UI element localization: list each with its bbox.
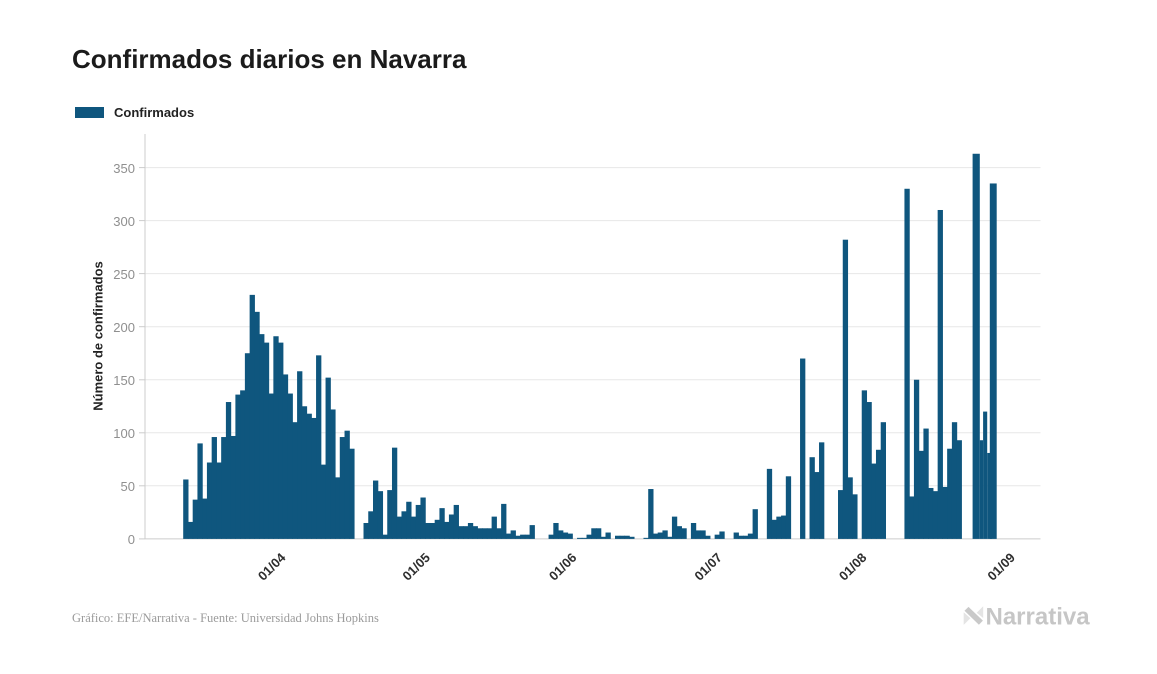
svg-text:01/08: 01/08 [836,550,870,584]
svg-text:300: 300 [113,214,135,229]
svg-text:200: 200 [113,320,135,335]
svg-text:0: 0 [128,532,135,547]
svg-text:350: 350 [113,161,135,176]
svg-text:01/04: 01/04 [255,549,289,583]
svg-text:01/09: 01/09 [984,550,1018,584]
svg-text:01/05: 01/05 [399,550,433,584]
svg-text:250: 250 [113,267,135,282]
svg-text:100: 100 [113,426,135,441]
svg-text:01/07: 01/07 [691,550,725,584]
svg-text:01/06: 01/06 [546,550,580,584]
svg-text:50: 50 [121,479,135,494]
svg-text:Número de confirmados: Número de confirmados [91,261,106,411]
svg-text:Narrativa: Narrativa [986,604,1091,631]
svg-text:150: 150 [113,373,135,388]
